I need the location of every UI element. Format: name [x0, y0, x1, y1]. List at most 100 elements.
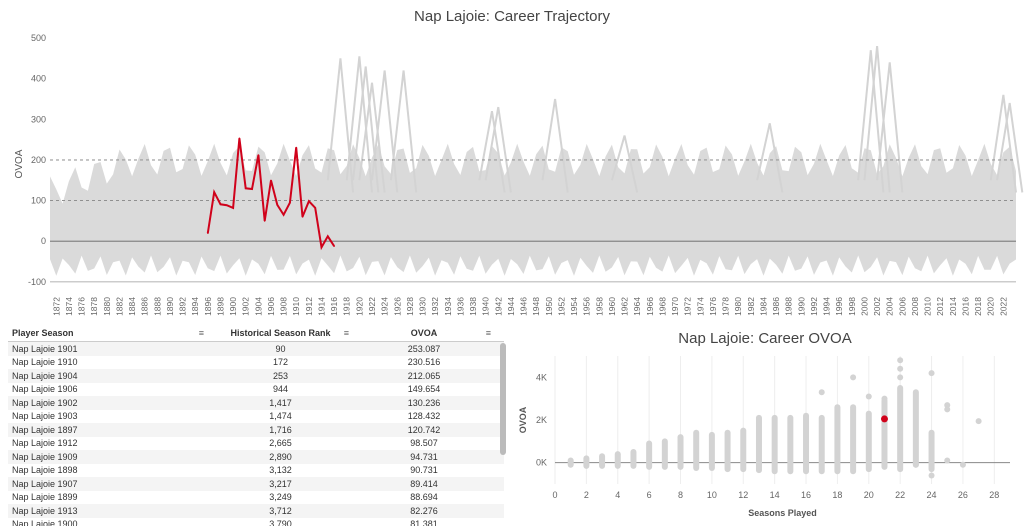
table-row[interactable]: Nap Lajoie 1899 3,249 88.694 — [8, 491, 504, 505]
table-scrollbar[interactable] — [500, 343, 506, 455]
career-spike — [484, 106, 512, 193]
ovoa-cell: 82.276 — [410, 505, 438, 516]
ovoa-cell: 81.381 — [410, 519, 438, 526]
table-row[interactable]: Nap Lajoie 1898 3,132 90.731 — [8, 464, 504, 478]
table-row[interactable]: Nap Lajoie 1903 1,474 128.432 — [8, 410, 504, 424]
table-row[interactable]: Nap Lajoie 1904 253 212.065 — [8, 369, 504, 383]
nap-lajoie-point — [320, 246, 323, 249]
player-season-cell: Nap Lajoie 1902 — [12, 397, 78, 408]
x-axis-label: Seasons Played — [748, 508, 817, 518]
x-tick-label: 1988 — [784, 297, 794, 316]
ovoa-cell: 128.432 — [407, 411, 441, 422]
ovoa-cell: 212.065 — [407, 370, 441, 381]
rank-cell: 3,132 — [269, 465, 292, 476]
x-tick-label: 1900 — [228, 297, 238, 316]
table-row[interactable]: Nap Lajoie 1901 90 253.087 — [8, 342, 504, 356]
table-row[interactable]: Nap Lajoie 1907 3,217 89.414 — [8, 477, 504, 491]
table-row[interactable]: Nap Lajoie 1912 2,665 98.507 — [8, 437, 504, 451]
x-tick-label: 28 — [989, 490, 999, 500]
table-row[interactable]: Nap Lajoie 1902 1,417 130.236 — [8, 396, 504, 410]
x-tick-label: 14 — [770, 490, 780, 500]
x-tick-label: 1980 — [733, 297, 743, 316]
player-season-cell: Nap Lajoie 1909 — [12, 451, 78, 462]
rank-header[interactable]: Historical Season Rank ≡ — [230, 328, 349, 338]
scatter-title: Nap Lajoie: Career OVOA — [678, 330, 852, 347]
x-tick-label: 1996 — [834, 297, 844, 316]
x-tick-label: 1916 — [329, 297, 339, 316]
x-tick-label: 1908 — [279, 297, 289, 316]
career-point — [928, 370, 935, 377]
career-spike — [996, 102, 1024, 193]
rank-cell: 253 — [272, 370, 289, 381]
x-tick-label: 1976 — [708, 297, 718, 316]
x-tick-label: 1918 — [342, 297, 352, 316]
sort-icon[interactable]: ≡ — [485, 328, 491, 338]
career-spike — [358, 82, 386, 193]
x-tick-label: 2000 — [859, 297, 869, 316]
x-tick-label: 1968 — [657, 297, 667, 316]
career-spike — [345, 56, 373, 193]
y-tick-label: 2K — [536, 415, 547, 425]
x-tick-label: 1970 — [670, 297, 680, 316]
table-row[interactable]: Nap Lajoie 1906 944 149.654 — [8, 383, 504, 397]
x-tick-label: 0 — [552, 490, 557, 500]
x-tick-label: 1924 — [380, 297, 390, 316]
x-tick-label: 1964 — [632, 297, 642, 316]
x-tick-label: 1984 — [758, 297, 768, 316]
nap-lajoie-point — [270, 179, 272, 182]
nap-lajoie-point — [295, 146, 298, 149]
x-tick-label: 2006 — [897, 297, 907, 316]
ovoa-header[interactable]: OVOA ≡ — [410, 328, 491, 338]
table-row[interactable]: Nap Lajoie 1910 172 230.516 — [8, 356, 504, 370]
player-season-cell: Nap Lajoie 1910 — [12, 357, 78, 368]
x-tick-label: 1928 — [405, 297, 415, 316]
x-tick-label: 1904 — [253, 297, 263, 316]
x-tick-label: 1884 — [127, 297, 137, 316]
career-point — [912, 461, 919, 468]
x-tick-label: 2022 — [998, 297, 1008, 316]
x-tick-label: 1874 — [64, 297, 74, 316]
career-point — [975, 418, 982, 425]
x-tick-label: 1902 — [241, 297, 251, 316]
x-tick-label: 1982 — [746, 297, 756, 316]
x-tick-label: 1998 — [847, 297, 857, 316]
sort-icon[interactable]: ≡ — [198, 328, 204, 338]
x-tick-label: 1972 — [683, 297, 693, 316]
career-point — [944, 402, 951, 409]
nap-lajoie-point — [238, 137, 241, 140]
career-point — [881, 395, 888, 402]
career-point — [944, 406, 951, 413]
nap-lajoie-point — [251, 188, 253, 190]
chart-title: Nap Lajoie: Career Trajectory — [414, 8, 610, 25]
table-row[interactable]: Nap Lajoie 1897 1,716 120.742 — [8, 423, 504, 437]
table-row[interactable]: Nap Lajoie 1900 3,790 81.381 — [8, 518, 504, 526]
player-season-cell: Nap Lajoie 1912 — [12, 438, 78, 449]
player-season-header[interactable]: Player Season ≡ — [12, 328, 204, 338]
table-body: Nap Lajoie 1901 90 253.087 Nap Lajoie 1910 1… — [8, 342, 504, 526]
x-tick-label: 1942 — [493, 297, 503, 316]
rank-cell: 3,712 — [269, 505, 292, 516]
nap-lajoie-point — [257, 154, 260, 156]
career-spike — [478, 110, 506, 193]
career-point — [944, 457, 951, 464]
ovoa-cell: 230.516 — [407, 357, 441, 368]
x-tick-label: 1960 — [607, 297, 617, 316]
sort-icon[interactable]: ≡ — [343, 328, 349, 338]
x-tick-label: 1950 — [544, 297, 554, 316]
table-row[interactable]: Nap Lajoie 1913 3,712 82.276 — [8, 504, 504, 518]
x-tick-label: 1956 — [582, 297, 592, 316]
nap-lajoie-point — [301, 216, 304, 218]
table-row[interactable]: Nap Lajoie 1909 2,890 94.731 — [8, 450, 504, 464]
x-tick-label: 1926 — [392, 297, 402, 316]
x-tick-label: 8 — [678, 490, 683, 500]
other-careers-band — [50, 46, 1024, 276]
x-tick-label: 1922 — [367, 297, 377, 316]
rank-cell: 3,790 — [269, 519, 292, 526]
x-tick-label: 1934 — [443, 297, 453, 316]
x-tick-label: 1912 — [304, 297, 314, 316]
career-point — [865, 393, 872, 400]
y-tick-label: 0K — [536, 458, 547, 468]
y-tick-label: 200 — [31, 155, 46, 165]
nap-lajoie-point — [276, 204, 279, 206]
